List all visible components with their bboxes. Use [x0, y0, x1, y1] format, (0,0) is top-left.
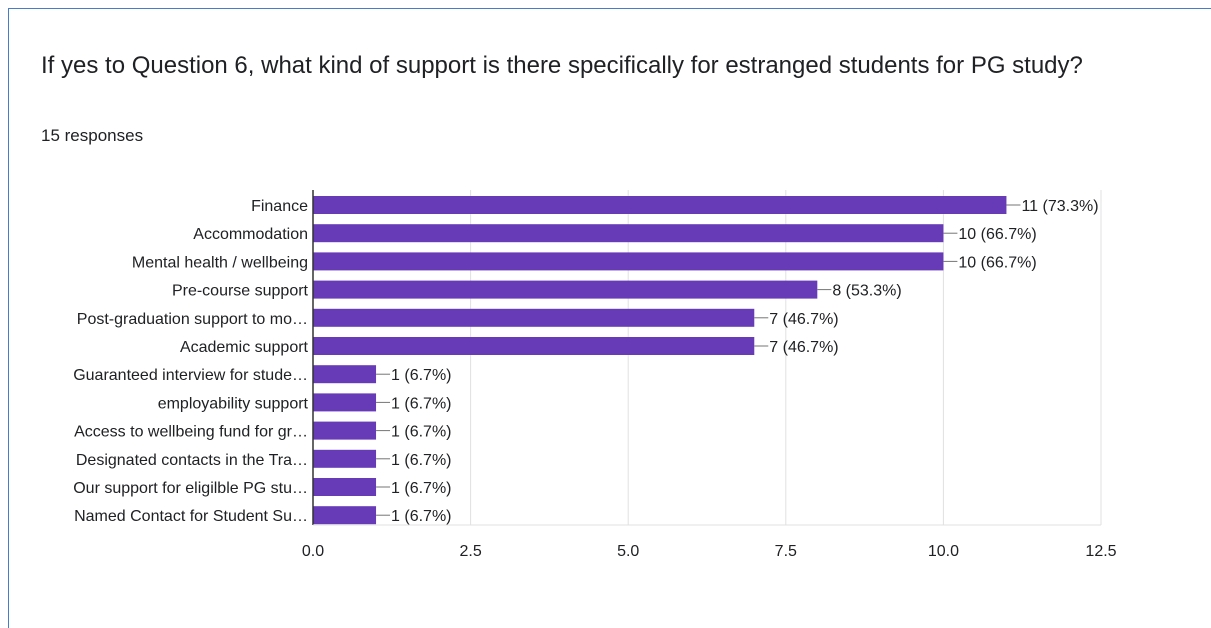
- x-tick-label: 12.5: [1085, 543, 1116, 560]
- category-label: Accommodation: [193, 226, 308, 243]
- value-label: 1 (6.7%): [391, 424, 451, 441]
- category-label: Access to wellbeing fund for gr…: [74, 424, 308, 441]
- bars: [313, 196, 1007, 525]
- category-label: Pre-course support: [172, 283, 309, 300]
- axes: [312, 190, 1101, 526]
- value-label: 8 (53.3%): [832, 283, 901, 300]
- category-label: employability support: [158, 395, 309, 412]
- category-label: Academic support: [180, 339, 309, 356]
- x-tick-label: 0.0: [302, 543, 324, 560]
- bar[interactable]: [313, 252, 944, 271]
- value-label: 1 (6.7%): [391, 395, 451, 412]
- bar[interactable]: [313, 393, 377, 412]
- value-label: 1 (6.7%): [391, 508, 451, 525]
- value-label: 1 (6.7%): [391, 452, 451, 469]
- bar[interactable]: [313, 365, 377, 384]
- labels: 0.0 2.5 5.0 7.5 10.0 12.5 Finance 11 (73.3%) Acc…: [73, 198, 1116, 560]
- category-label: Designated contacts in the Tra…: [76, 452, 308, 469]
- value-label: 11 (73.3%): [1021, 198, 1098, 215]
- value-label: 1 (6.7%): [391, 367, 451, 384]
- value-label: 7 (46.7%): [769, 311, 838, 328]
- value-label: 10 (66.7%): [958, 254, 1036, 271]
- bar[interactable]: [313, 224, 944, 243]
- category-label: Mental health / wellbeing: [132, 254, 308, 271]
- bar[interactable]: [313, 449, 377, 468]
- question-title: If yes to Question 6, what kind of suppo…: [41, 52, 1083, 79]
- x-tick-label: 10.0: [928, 543, 959, 560]
- response-count: 15 responses: [41, 126, 144, 145]
- x-tick-label: 5.0: [617, 543, 639, 560]
- bar[interactable]: [313, 478, 377, 496]
- bar[interactable]: [313, 506, 377, 525]
- category-label: Named Contact for Student Su…: [74, 508, 308, 525]
- value-label: 1 (6.7%): [391, 480, 451, 497]
- category-label: Guaranteed interview for stude…: [73, 367, 308, 384]
- gridlines: [470, 190, 1102, 525]
- bar[interactable]: [313, 280, 818, 299]
- category-label: Post-graduation support to mo…: [77, 311, 308, 328]
- bar[interactable]: [313, 196, 1007, 214]
- category-label: Finance: [251, 198, 308, 215]
- bar[interactable]: [313, 421, 377, 440]
- value-label: 7 (46.7%): [769, 339, 838, 356]
- x-tick-label: 7.5: [775, 543, 797, 560]
- category-label: Our support for eligilble PG stu…: [73, 480, 308, 497]
- bar[interactable]: [313, 337, 755, 355]
- x-tick-label: 2.5: [459, 543, 481, 560]
- value-label: 10 (66.7%): [958, 226, 1036, 243]
- bar[interactable]: [313, 308, 755, 327]
